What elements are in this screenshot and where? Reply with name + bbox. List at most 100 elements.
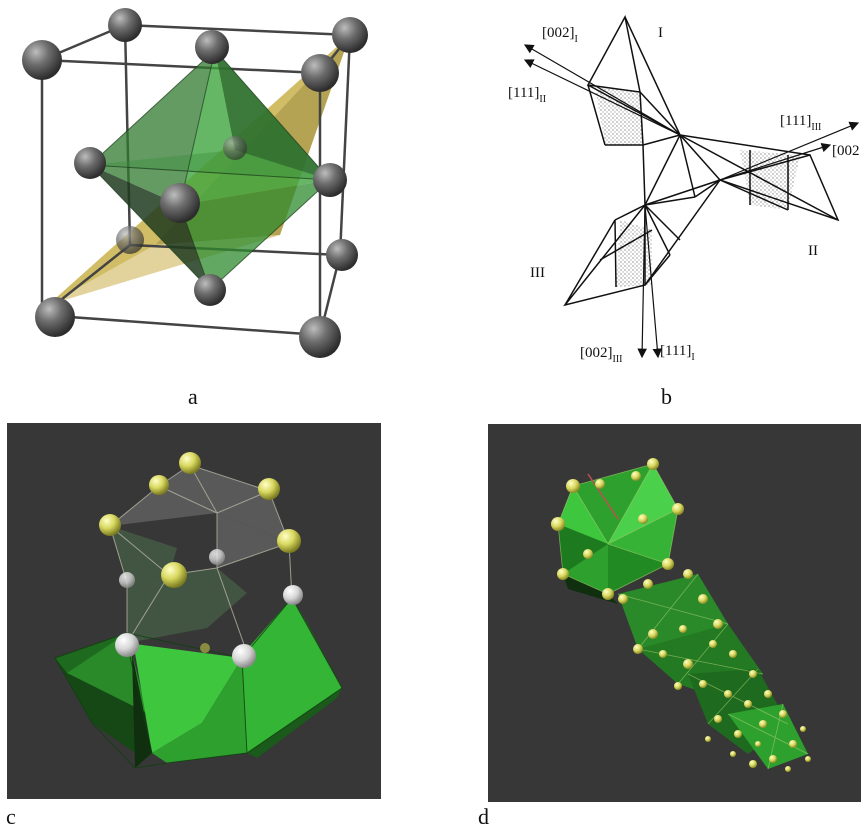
atom [160, 183, 200, 223]
atoms [99, 452, 303, 668]
atom [119, 572, 135, 588]
atom [149, 475, 169, 495]
atom [35, 297, 75, 337]
atom [99, 514, 121, 536]
atom [662, 558, 674, 570]
atom [705, 736, 711, 742]
atom [749, 760, 757, 768]
atom [301, 54, 339, 92]
panel-c-figure [54, 452, 343, 769]
octahedron-face [90, 150, 330, 180]
atom [730, 751, 736, 757]
atom [755, 741, 761, 747]
green-polyhedron [608, 464, 678, 544]
atom [647, 458, 659, 470]
atom [659, 650, 667, 658]
atom [714, 715, 722, 723]
caption-d: d [478, 804, 489, 829]
shaded-region [616, 220, 652, 287]
atom [223, 136, 247, 160]
atom [326, 239, 358, 271]
green-polyhedron [558, 486, 608, 544]
green-polyhedron [127, 643, 242, 753]
atom [22, 40, 62, 80]
atoms [551, 458, 811, 772]
atom [769, 755, 777, 763]
atom [179, 452, 201, 474]
label-I: I [658, 25, 663, 41]
direction-label-111-III: [111]III [780, 113, 821, 133]
atom [683, 659, 693, 669]
shaded-region [595, 87, 643, 145]
atom [74, 147, 106, 179]
atom [209, 549, 225, 565]
atom [638, 514, 648, 524]
atom [551, 517, 565, 531]
atom [679, 625, 687, 633]
green-polyhedron [152, 658, 247, 763]
green-polyhedron [247, 688, 342, 758]
octahedron-face [90, 50, 215, 205]
panel-d-figure [551, 458, 811, 772]
atom [744, 700, 752, 708]
red-bond [587, 473, 619, 520]
atom [779, 710, 787, 718]
atom [729, 650, 737, 658]
atom [800, 726, 806, 732]
atom [734, 730, 742, 738]
atom [785, 766, 791, 772]
atom [299, 316, 341, 358]
atom [709, 640, 717, 648]
atom [258, 478, 280, 500]
atom [277, 529, 301, 553]
caption-c: c [6, 804, 16, 829]
panel-d [488, 424, 861, 802]
atom [194, 274, 226, 306]
octahedron-face [180, 180, 330, 290]
label-II: II [808, 243, 818, 259]
direction-label-111-II: [111]II [508, 85, 546, 105]
label-III: III [530, 265, 545, 281]
green-polyhedron [558, 524, 608, 574]
atom [618, 594, 628, 604]
direction-arrows [523, 44, 860, 359]
atom [195, 30, 229, 64]
atom [566, 479, 580, 493]
atom [749, 670, 757, 678]
atom [713, 619, 723, 629]
panel-a-figure [22, 8, 368, 358]
atom [108, 8, 142, 42]
atom [674, 682, 682, 690]
atom [595, 479, 605, 489]
crystal-outline [563, 14, 840, 307]
atom [683, 569, 693, 579]
panel-b: I II III [002]I [111]II [111]III [002 [0… [480, 5, 868, 365]
panel-b-figure: I II III [002]I [111]II [111]III [002 [0… [508, 14, 860, 365]
atom [583, 549, 593, 559]
atom [557, 568, 569, 580]
green-polyhedron [55, 658, 147, 753]
atom [724, 690, 732, 698]
atom [332, 17, 368, 53]
cage-faces [110, 465, 289, 568]
direction-label-002: [002 [832, 143, 860, 159]
atom [643, 579, 653, 589]
green-polyhedron [608, 509, 678, 564]
atom [759, 720, 767, 728]
atom [764, 690, 772, 698]
atom [633, 644, 643, 654]
direction-label-002-III: [002]III [580, 345, 623, 365]
atoms [22, 8, 368, 358]
atom [648, 629, 658, 639]
green-polyhedron [728, 704, 808, 769]
atom [283, 585, 303, 605]
atom [115, 633, 139, 657]
direction-label-111-I: [111]I [660, 343, 695, 363]
direction-label-002-I: [002]I [542, 25, 578, 45]
panel-a [20, 5, 380, 370]
atom [699, 680, 707, 688]
caption-b: b [661, 384, 672, 409]
atom [698, 594, 708, 604]
atom [116, 226, 144, 254]
atom [672, 503, 684, 515]
